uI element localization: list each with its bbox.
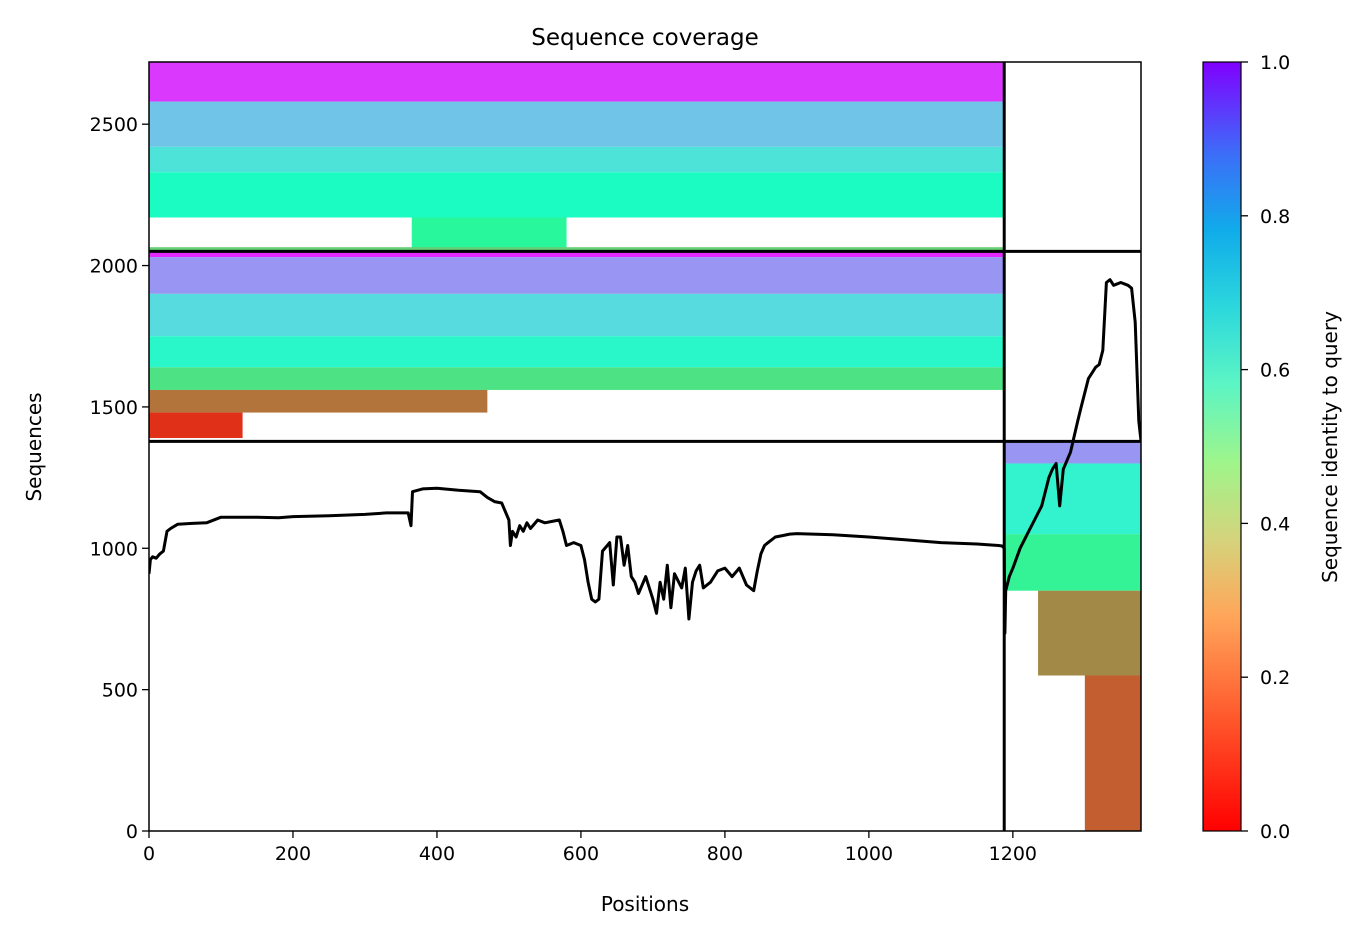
identity-band: [149, 336, 1005, 368]
colorbar-tick-label: 0.2: [1260, 667, 1290, 689]
coverage-line: [149, 278, 1141, 635]
identity-band: [1084, 675, 1141, 831]
y-tick-label: 500: [102, 680, 138, 702]
identity-band: [1038, 590, 1141, 676]
y-tick-label: 0: [126, 821, 138, 843]
plot-frame: [148, 61, 1142, 832]
identity-band: [411, 217, 567, 249]
x-tick-label: 1200: [989, 843, 1037, 865]
identity-band: [149, 62, 1005, 102]
identity-band: [149, 251, 1005, 258]
colorbar-tick-label: 0.8: [1260, 206, 1290, 228]
identity-band: [149, 101, 1005, 147]
chart-title: Sequence coverage: [531, 25, 759, 51]
identity-band: [149, 293, 1005, 337]
identity-band: [1004, 534, 1141, 591]
colorbar-gradient: [1202, 61, 1242, 832]
x-tick-label: 600: [563, 843, 599, 865]
colorbar-tick-label: 0.0: [1260, 821, 1290, 843]
colorbar-tick-label: 1.0: [1260, 52, 1290, 74]
y-axis: 0 500 1000 1500 2000 2500: [90, 114, 149, 843]
identity-band: [1004, 441, 1141, 464]
y-tick-label: 1500: [90, 397, 138, 419]
colorbar-tick-label: 0.4: [1260, 513, 1290, 535]
identity-band: [149, 412, 243, 439]
y-tick-label: 2500: [90, 114, 138, 136]
x-tick-label: 1000: [845, 843, 893, 865]
x-tick-label: 0: [143, 843, 155, 865]
y-tick-label: 2000: [90, 256, 138, 278]
identity-bands: [149, 62, 1141, 831]
y-axis-label: Sequences: [22, 392, 46, 501]
plot-area: [148, 61, 1142, 832]
x-tick-label: 400: [419, 843, 455, 865]
y-tick-label: 1000: [90, 538, 138, 560]
identity-band: [149, 257, 1005, 294]
x-tick-label: 800: [707, 843, 743, 865]
x-axis-label: Positions: [601, 892, 689, 916]
identity-band: [149, 247, 1005, 252]
colorbar-label: Sequence identity to query: [1318, 311, 1342, 583]
colorbar: 0.0 0.2 0.4 0.6 0.8 1.0 Sequence identity to …: [1202, 52, 1342, 843]
x-axis: 0 200 400 600 800 1000 1200: [143, 831, 1037, 865]
colorbar-tick-label: 0.6: [1260, 360, 1290, 382]
identity-band: [149, 172, 1005, 218]
x-tick-label: 200: [275, 843, 311, 865]
identity-band: [149, 389, 488, 413]
identity-band: [149, 367, 1005, 390]
identity-band: [149, 146, 1005, 173]
group-dividers: [149, 62, 1141, 831]
identity-band: [1004, 463, 1141, 535]
colorbar-ticks: 0.0 0.2 0.4 0.6 0.8 1.0: [1241, 52, 1290, 843]
